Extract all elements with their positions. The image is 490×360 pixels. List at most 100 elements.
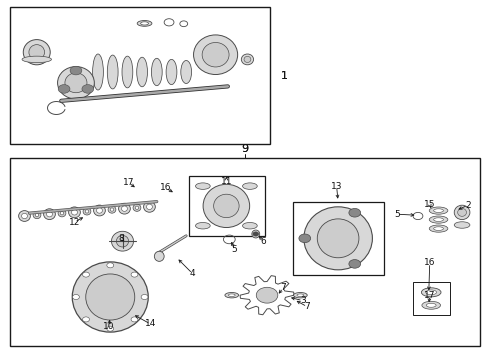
Text: 6: 6	[261, 237, 267, 246]
Ellipse shape	[141, 22, 148, 25]
Text: 1: 1	[281, 71, 288, 81]
Ellipse shape	[44, 209, 55, 220]
Ellipse shape	[196, 183, 210, 189]
Ellipse shape	[85, 210, 89, 213]
Ellipse shape	[111, 231, 133, 251]
Ellipse shape	[107, 55, 118, 89]
Text: 12: 12	[69, 217, 80, 227]
Ellipse shape	[122, 206, 127, 211]
Bar	[10, 158, 480, 346]
Ellipse shape	[117, 235, 128, 247]
Bar	[10, 7, 270, 144]
Ellipse shape	[225, 292, 239, 298]
Ellipse shape	[429, 225, 448, 232]
Text: 13: 13	[331, 182, 343, 191]
Ellipse shape	[119, 203, 130, 214]
Ellipse shape	[151, 58, 162, 86]
Text: 2: 2	[465, 201, 471, 210]
Circle shape	[141, 294, 148, 300]
Ellipse shape	[454, 222, 470, 228]
Ellipse shape	[318, 219, 359, 258]
Text: 9: 9	[242, 144, 248, 154]
Ellipse shape	[22, 56, 51, 63]
Bar	[293, 202, 384, 275]
Ellipse shape	[58, 67, 94, 99]
Ellipse shape	[110, 208, 114, 211]
Ellipse shape	[426, 303, 436, 307]
Ellipse shape	[228, 294, 235, 297]
Ellipse shape	[65, 73, 87, 93]
Ellipse shape	[243, 222, 257, 229]
Ellipse shape	[122, 56, 133, 88]
Text: 16: 16	[424, 258, 436, 267]
Circle shape	[83, 317, 90, 322]
Circle shape	[349, 260, 361, 268]
Ellipse shape	[19, 211, 30, 221]
Text: 5: 5	[394, 210, 400, 219]
Ellipse shape	[203, 184, 249, 228]
Ellipse shape	[73, 262, 148, 332]
Circle shape	[349, 208, 361, 217]
Ellipse shape	[93, 54, 103, 90]
Ellipse shape	[135, 206, 139, 210]
Ellipse shape	[108, 206, 116, 213]
Ellipse shape	[86, 274, 135, 320]
Ellipse shape	[429, 216, 448, 223]
Ellipse shape	[22, 213, 27, 219]
Ellipse shape	[137, 21, 152, 26]
Circle shape	[256, 287, 278, 303]
Text: 15: 15	[424, 200, 436, 209]
Ellipse shape	[69, 207, 80, 218]
Ellipse shape	[181, 60, 192, 84]
Text: 11: 11	[220, 177, 232, 186]
Ellipse shape	[29, 45, 45, 60]
Circle shape	[131, 317, 138, 322]
Circle shape	[58, 85, 70, 93]
Ellipse shape	[434, 209, 443, 212]
Ellipse shape	[421, 288, 441, 297]
Text: 4: 4	[190, 269, 196, 278]
Ellipse shape	[144, 201, 155, 212]
Ellipse shape	[166, 59, 177, 85]
Text: 17: 17	[123, 178, 135, 187]
Bar	[413, 282, 450, 315]
Ellipse shape	[72, 210, 77, 215]
Text: 17: 17	[424, 291, 436, 300]
Ellipse shape	[147, 204, 152, 210]
Ellipse shape	[58, 210, 66, 217]
Circle shape	[131, 272, 138, 277]
Circle shape	[70, 66, 82, 75]
Ellipse shape	[154, 251, 164, 261]
Text: 1: 1	[281, 71, 288, 81]
Ellipse shape	[458, 208, 466, 216]
Circle shape	[107, 326, 114, 331]
Ellipse shape	[94, 205, 105, 216]
Ellipse shape	[60, 212, 64, 215]
Circle shape	[107, 263, 114, 268]
Ellipse shape	[244, 57, 251, 63]
Ellipse shape	[426, 290, 437, 294]
Ellipse shape	[243, 183, 257, 189]
Ellipse shape	[304, 207, 372, 270]
Ellipse shape	[252, 230, 260, 238]
Text: 16: 16	[160, 184, 172, 192]
Ellipse shape	[429, 207, 448, 214]
Ellipse shape	[297, 294, 304, 297]
Ellipse shape	[434, 218, 443, 221]
Ellipse shape	[33, 211, 41, 219]
Circle shape	[253, 232, 259, 236]
Ellipse shape	[196, 222, 210, 229]
Circle shape	[73, 294, 79, 300]
Ellipse shape	[97, 208, 102, 213]
Circle shape	[82, 85, 94, 93]
Ellipse shape	[83, 208, 91, 215]
Text: 7: 7	[280, 284, 286, 292]
Text: 10: 10	[103, 322, 115, 331]
Text: 7: 7	[304, 302, 310, 311]
Text: 3: 3	[300, 296, 306, 305]
Ellipse shape	[434, 227, 443, 230]
Circle shape	[83, 272, 90, 277]
Circle shape	[299, 234, 311, 243]
Ellipse shape	[294, 292, 307, 298]
Ellipse shape	[194, 35, 238, 75]
